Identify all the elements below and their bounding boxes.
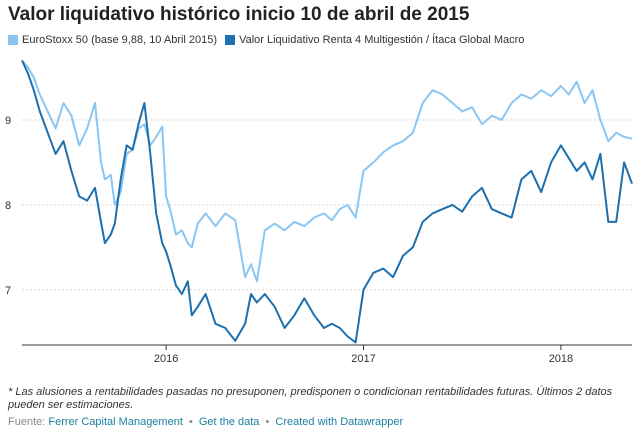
chart-title: Valor liquidativo histórico inicio 10 de… [8,4,470,25]
source-label: Fuente: [8,416,46,428]
series-lines [21,59,633,344]
footer-separator: • [265,416,270,428]
source-link[interactable]: Ferrer Capital Management [48,416,183,428]
legend-swatch-renta4 [225,35,236,45]
legend-label-eurostoxx: EuroStoxx 50 (base 9,88, 10 Abril 2015) [22,34,218,46]
grid-lines: 7 8 9 [5,115,632,346]
x-tick-label: 2017 [351,353,375,365]
legend-swatch-eurostoxx [8,35,18,45]
x-axis: 2015201620172018 [154,345,573,365]
y-tick-label: 7 [5,285,11,297]
x-tick-label: 2018 [549,353,573,365]
disclaimer-note: * Las alusiones a rentabilidades pasadas… [8,386,613,411]
y-tick-label: 9 [5,115,11,127]
datawrapper-link[interactable]: Created with Datawrapper [275,416,404,428]
get-data-link[interactable]: Get the data [198,416,260,428]
series-line-renta4 [21,60,633,344]
x-tick-label: 2016 [154,353,178,365]
series-line-eurostoxx [21,59,633,283]
legend: EuroStoxx 50 (base 9,88, 10 Abril 2015) … [8,34,532,46]
y-tick-label: 8 [5,200,11,212]
footer: Fuente: Ferrer Capital Management • Get … [8,416,403,428]
legend-item-eurostoxx: EuroStoxx 50 (base 9,88, 10 Abril 2015) [8,34,217,46]
line-chart: 789 2015201620172018 [5,59,633,365]
legend-item-renta4: Valor Liquidativo Renta 4 Multigestión /… [225,34,524,46]
footer-separator: • [188,416,193,428]
legend-label-renta4: Valor Liquidativo Renta 4 Multigestión /… [239,34,525,46]
